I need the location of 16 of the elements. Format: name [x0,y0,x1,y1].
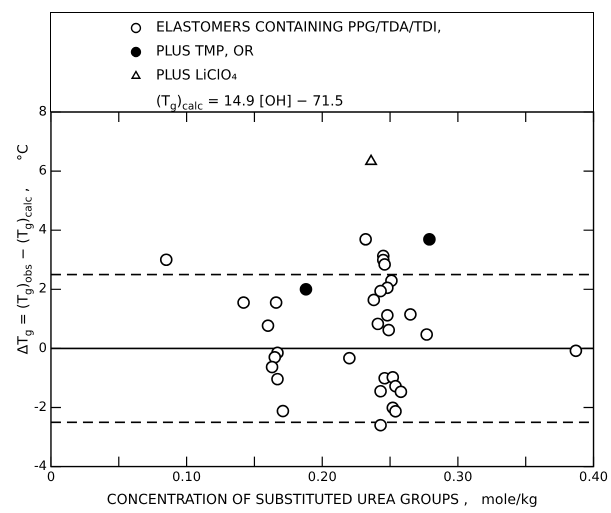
y-tick-label: 8 [38,104,47,120]
y-tick-label: -2 [34,400,47,415]
x-tick-label: 0.20 [308,470,337,485]
x-tick-label: 0.40 [579,470,608,485]
y-tick-label: 0 [38,340,47,356]
y-tick-label: -4 [34,458,47,474]
x-tick-label: 0.10 [172,470,202,485]
y-tick-label: 4 [38,222,47,238]
x-axis-title: CONCENTRATION OF SUBSTITUTED UREA GROUPS , mole/kg [106,492,538,508]
x-tick-label: 0.30 [443,470,472,485]
legend-label: PLUS LiClO₄ [156,68,238,84]
text: ΔTg = (Tg)obs − (Tg)calc , °C [16,144,35,354]
y-tick-label: 2 [38,282,47,297]
y-tick-label: 6 [38,163,47,178]
legend-label: PLUS TMP, OR [156,44,254,60]
legend-label: ELASTOMERS CONTAINING PPG/TDA/TDI, [156,20,442,36]
